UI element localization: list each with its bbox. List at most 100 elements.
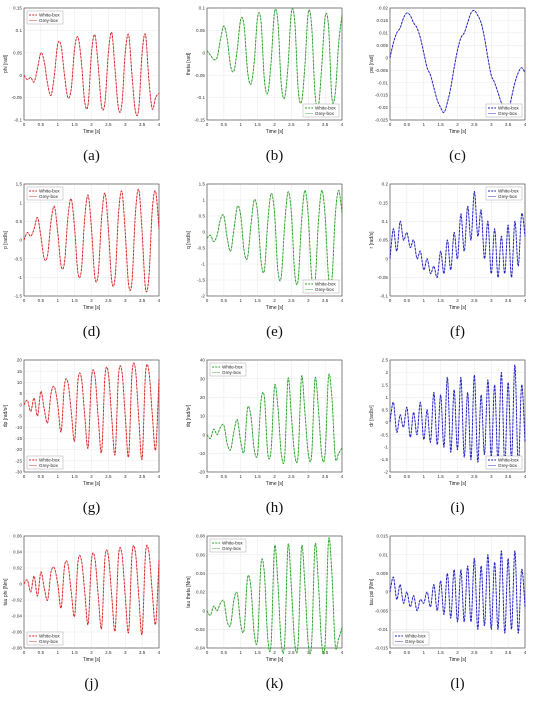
legend-box <box>26 455 64 470</box>
series-white-box <box>206 537 343 655</box>
legend-box <box>26 186 64 201</box>
x-axis-label: Time [s] <box>83 481 101 487</box>
x-tick-label: 0 <box>23 650 26 655</box>
x-tick-label: 2 <box>456 474 459 479</box>
subplot-caption: (k) <box>265 676 284 692</box>
y-tick-label: 0.04 <box>196 571 205 576</box>
subplot-a: 0 0.5 1 1.5 2 2.5 3 3.5 4 -0.1 -0.05 0 0.05 0.1 0.15 Ti… <box>0 0 183 176</box>
x-tick-label: 0.5 <box>404 122 411 127</box>
x-tick-label: 1 <box>56 122 59 127</box>
x-tick-label: 0.5 <box>221 474 228 479</box>
x-tick-label: 3.5 <box>322 122 329 127</box>
y-tick-label: 1 <box>202 198 205 203</box>
y-axis-label: dp [rad/s²] <box>3 404 9 427</box>
x-tick-label: 4 <box>158 650 161 655</box>
legend-label-grey-box: Grey-box <box>498 463 518 468</box>
y-tick-label: 0.05 <box>196 28 205 33</box>
x-tick-label: 1.5 <box>437 122 444 127</box>
x-tick-label: 1.5 <box>437 298 444 303</box>
legend-box <box>26 10 64 25</box>
x-tick-label: 2 <box>456 650 459 655</box>
x-tick-label: 2.5 <box>105 650 112 655</box>
subplot-l: 0 0.5 1 1.5 2 2.5 3 3.5 4 -0.015 -0.01 -0.005 0 0.005… <box>366 528 549 704</box>
x-tick-label: 3.5 <box>505 474 512 479</box>
y-tick-label: 20 <box>200 395 206 400</box>
y-axis-label: p [rad/s] <box>3 230 9 249</box>
x-tick-label: 3.5 <box>505 650 512 655</box>
x-tick-label: 2 <box>90 650 93 655</box>
x-axis-label: Time [s] <box>83 305 101 311</box>
x-tick-label: 1 <box>422 122 425 127</box>
x-tick-label: 4 <box>524 122 527 127</box>
plot-frame <box>389 359 526 473</box>
x-tick-label: 3 <box>124 122 127 127</box>
x-tick-label: 0 <box>389 650 392 655</box>
subplot-caption: (c) <box>449 148 466 164</box>
plot-frame <box>389 7 526 121</box>
x-tick-label: 3 <box>490 650 493 655</box>
plot-svg-f: 0 0.5 1 1.5 2 2.5 3 3.5 4 -0.1 -0.05 0 0.05 0.1 0.15 0.… <box>369 182 527 311</box>
y-tick-label: -1.5 <box>380 457 388 462</box>
y-tick-label: -1 <box>18 275 23 280</box>
x-tick-label: 0.5 <box>221 298 228 303</box>
y-tick-label: 0 <box>19 238 22 243</box>
y-tick-label: -30 <box>15 470 22 475</box>
y-tick-label: -0.005 <box>375 608 388 613</box>
x-tick-label: 4 <box>341 474 344 479</box>
legend-label-grey-box: Grey-box <box>39 194 59 199</box>
x-tick-label: 2 <box>90 474 93 479</box>
legend-box <box>485 186 523 201</box>
x-tick-label: 3.5 <box>139 122 146 127</box>
y-axis-label: r [rad/s] <box>369 231 375 249</box>
x-tick-label: 1.5 <box>254 474 261 479</box>
y-tick-label: -0.015 <box>375 93 388 98</box>
subplot-c: 0 0.5 1 1.5 2 2.5 3 3.5 4 -0.025 -0.02 -0.015 -0.01 -… <box>366 0 549 176</box>
subplot-j: 0 0.5 1 1.5 2 2.5 3 3.5 4 -0.08 -0.06 -0.04 -0.02 0 0.… <box>0 528 183 704</box>
subplot-caption: (b) <box>265 148 284 164</box>
y-tick-label: 0.2 <box>382 182 389 187</box>
y-tick-label: -0.015 <box>375 646 388 651</box>
x-tick-label: 3.5 <box>139 650 146 655</box>
x-tick-label: 0.5 <box>38 650 45 655</box>
x-axis-label: Time [s] <box>83 657 101 663</box>
x-tick-label: 3.5 <box>505 122 512 127</box>
x-tick-label: 2.5 <box>105 474 112 479</box>
y-tick-label: 0.1 <box>16 28 23 33</box>
subplot-caption: (j) <box>84 676 99 692</box>
y-tick-label: -0.01 <box>378 80 389 85</box>
legend-label-grey-box: Grey-box <box>222 370 242 375</box>
y-tick-label: 0.5 <box>199 214 206 219</box>
x-tick-label: 0 <box>23 474 26 479</box>
x-tick-label: 3 <box>124 298 127 303</box>
x-tick-label: 1 <box>239 298 242 303</box>
legend-box <box>209 538 247 553</box>
y-axis-label: q [rad/s] <box>186 230 192 249</box>
y-tick-label: -0.06 <box>12 630 23 635</box>
subplot-e: 0 0.5 1 1.5 2 2.5 3 3.5 4 -2 -1.5 -1 -0.5 0 0.5 1 1.5 Tim… <box>183 176 366 352</box>
legend-box <box>302 279 340 294</box>
y-tick-label: 0.04 <box>13 550 22 555</box>
y-axis-label: tau theta [Nm] <box>186 576 192 608</box>
series-white-box <box>206 8 343 109</box>
x-tick-label: 4 <box>158 298 161 303</box>
plot-frame <box>389 183 526 297</box>
x-tick-label: 2.5 <box>288 298 295 303</box>
subplot-h: 0 0.5 1 1.5 2 2.5 3 3.5 4 -20 -10 0 10 20 30 40 Time [s]… <box>183 352 366 528</box>
x-tick-label: 0 <box>23 298 26 303</box>
x-tick-label: 1.5 <box>437 650 444 655</box>
x-tick-label: 3 <box>124 650 127 655</box>
y-tick-label: -0.01 <box>378 627 389 632</box>
y-tick-label: -0.5 <box>197 246 205 251</box>
legend-label-white-box: White-box <box>39 189 60 194</box>
y-tick-label: 0 <box>202 50 205 55</box>
plot-svg-c: 0 0.5 1 1.5 2 2.5 3 3.5 4 -0.025 -0.02 -0.015 -0.01 -… <box>369 6 527 135</box>
x-tick-label: 0.5 <box>221 650 228 655</box>
y-tick-label: 0.15 <box>13 6 22 11</box>
x-tick-label: 1 <box>422 474 425 479</box>
y-tick-label: 2.5 <box>382 358 389 363</box>
plot-frame <box>206 183 343 297</box>
plot-svg-j: 0 0.5 1 1.5 2 2.5 3 3.5 4 -0.08 -0.06 -0.04 -0.02 0 0.… <box>3 534 161 663</box>
legend-label-grey-box: Grey-box <box>315 287 335 292</box>
